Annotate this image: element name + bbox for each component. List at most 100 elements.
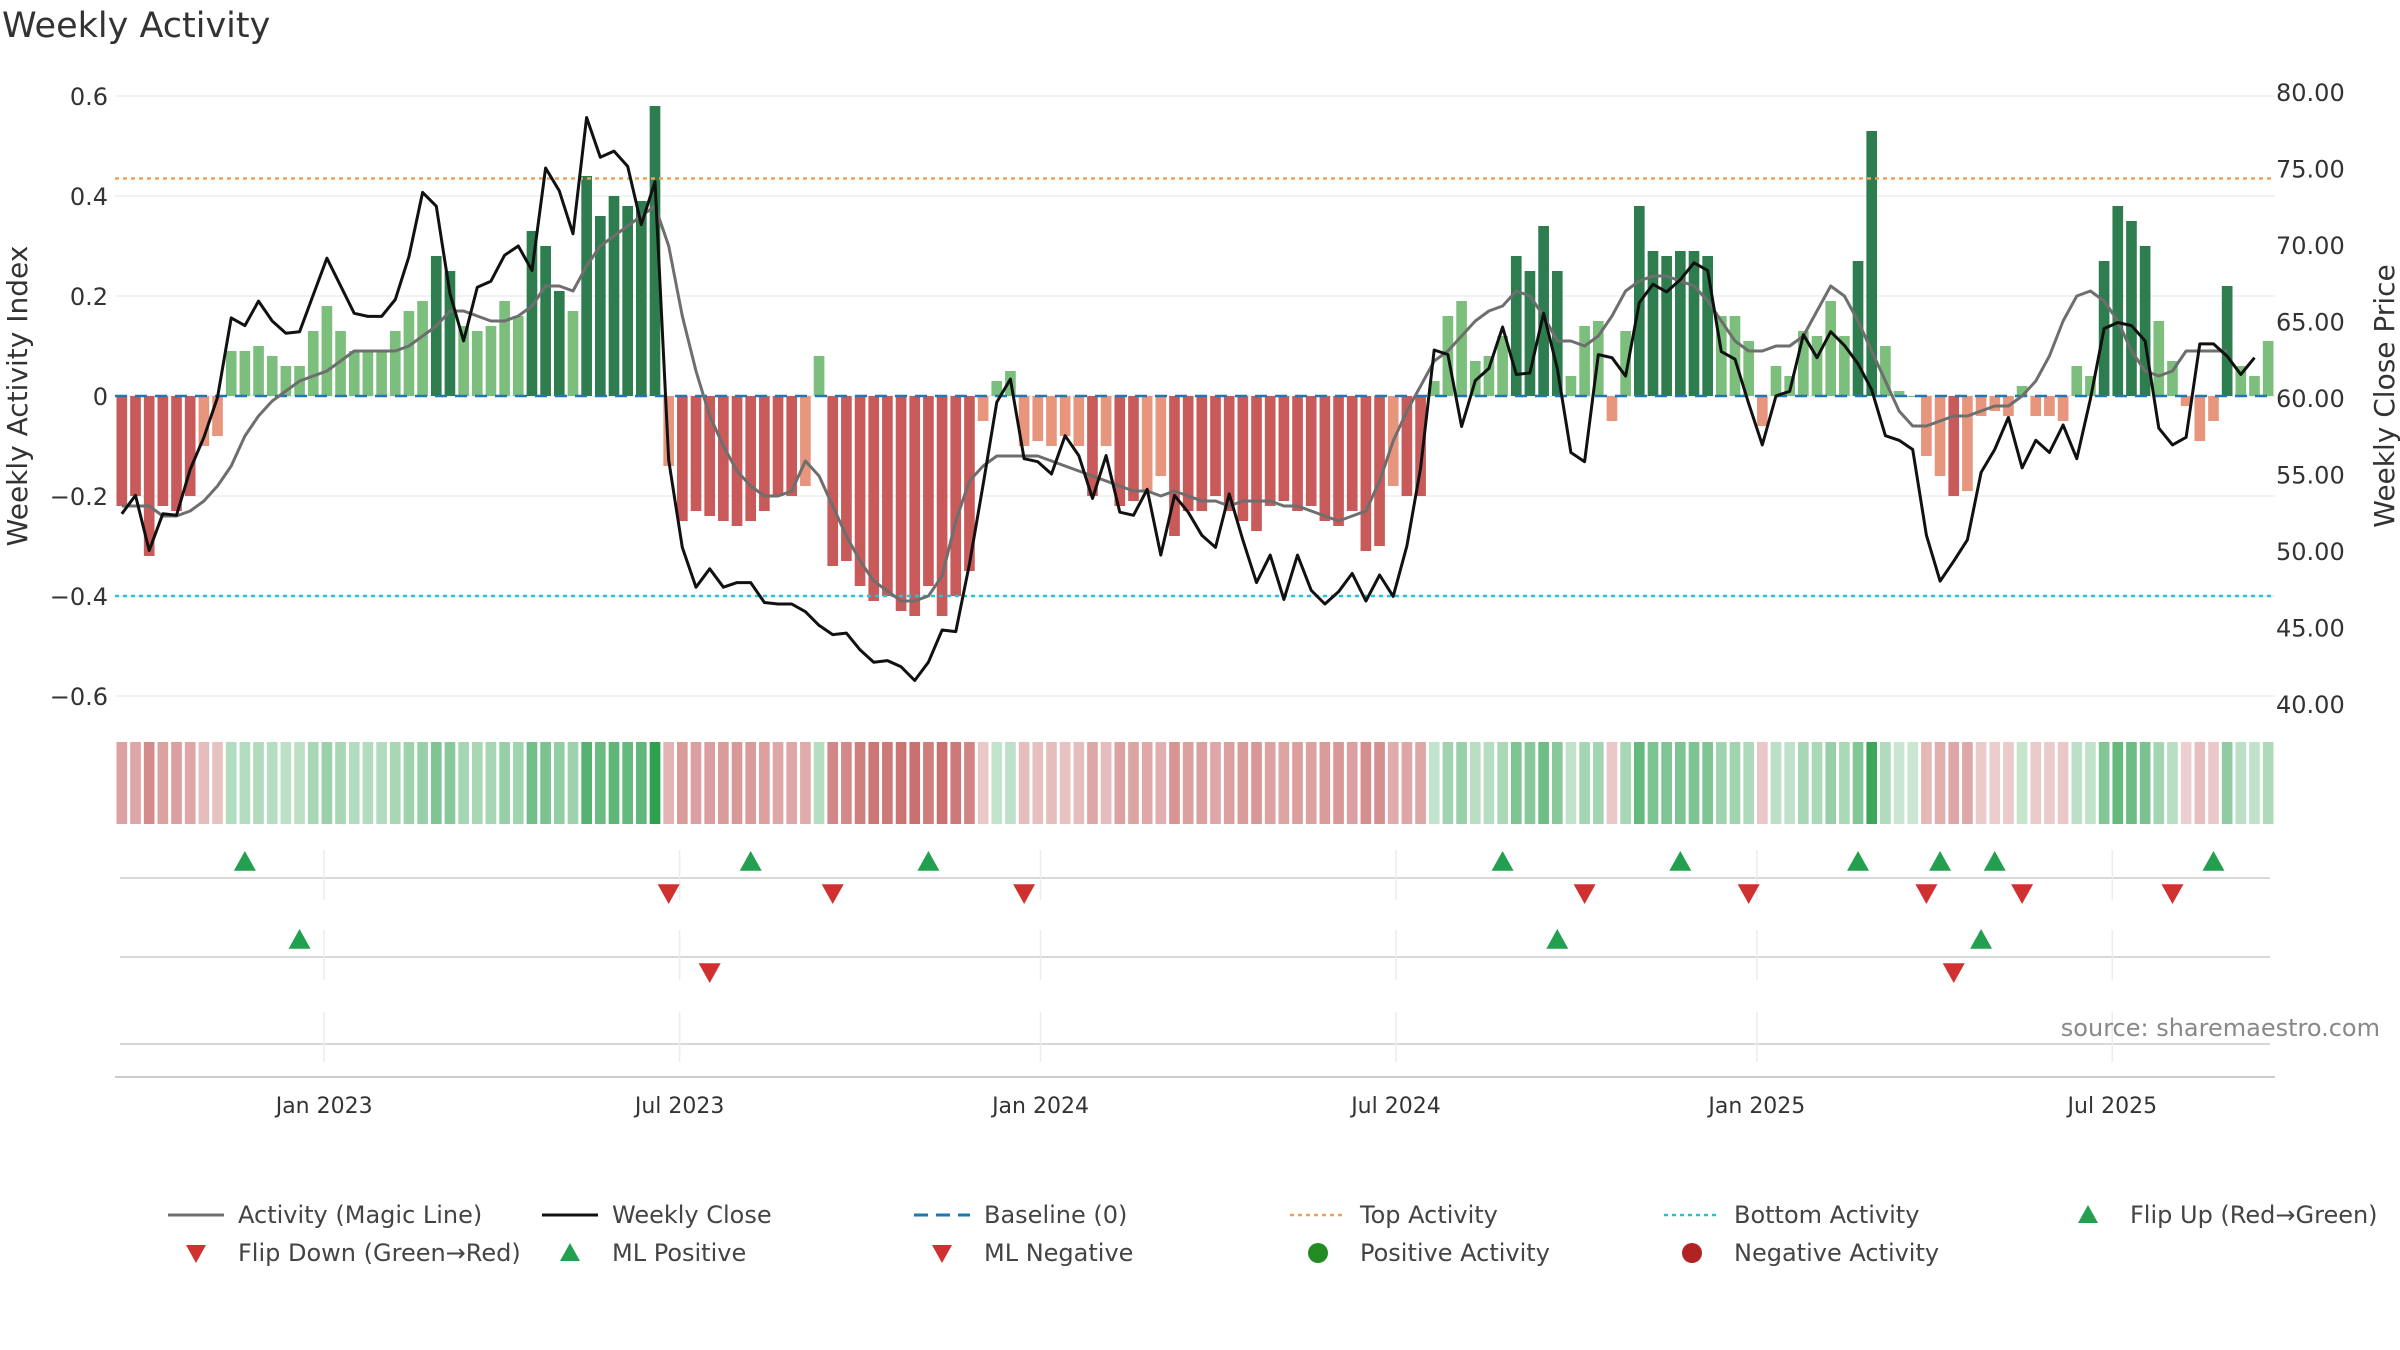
heat-cell [116, 742, 128, 824]
heat-cell [1005, 742, 1016, 824]
activity-bar [1893, 391, 1905, 396]
x-tick-label: Jan 2025 [1706, 1094, 1805, 1119]
heat-cell [2167, 742, 2178, 824]
activity-bar [868, 396, 880, 601]
heat-cell [225, 742, 237, 824]
heat-cell [1921, 742, 1932, 824]
activity-bar [116, 396, 128, 506]
activity-bar [485, 326, 497, 396]
heat-cell [964, 742, 975, 824]
heat-cell [936, 742, 948, 824]
heat-cell [2126, 742, 2137, 824]
heat-cell [171, 742, 182, 824]
heat-cell [417, 742, 428, 824]
activity-bar [1811, 336, 1823, 396]
activity-bar [1934, 396, 1946, 476]
heat-cell [1989, 742, 2001, 824]
activity-bar [718, 396, 729, 521]
heat-cell [403, 742, 415, 824]
y-axis-title: Weekly Activity Index [1, 246, 34, 547]
legend-item: Flip Down (Green→Red) [166, 1233, 521, 1273]
heat-cell [1346, 742, 1358, 824]
heat-cell [1866, 742, 1878, 824]
activity-bar [1579, 326, 1590, 396]
heat-cell [1155, 742, 1167, 824]
line-swatch-icon [542, 1213, 598, 1217]
activity-bar [403, 311, 415, 396]
heat-cell [1880, 742, 1891, 824]
legend-item: Positive Activity [1288, 1233, 1550, 1273]
activity-bar [471, 331, 483, 396]
activity-bar [1374, 396, 1385, 546]
heat-cell [813, 742, 825, 824]
flip-up-marker [233, 851, 256, 871]
legend-label: Negative Activity [1734, 1239, 1940, 1267]
heat-cell [2112, 742, 2124, 824]
tri-down-swatch-icon [186, 1245, 206, 1263]
flip-up-marker [1669, 851, 1692, 871]
heat-cell [1305, 742, 1317, 824]
activity-bar [458, 326, 469, 396]
activity-bar [2044, 396, 2055, 416]
heat-cell [1387, 742, 1399, 824]
activity-bar [977, 396, 989, 421]
heat-cell [895, 742, 907, 824]
activity-bar [1278, 396, 1290, 501]
heat-cell [1087, 742, 1098, 824]
legend-label: Top Activity [1360, 1201, 1498, 1229]
activity-bar [677, 396, 688, 521]
y2-tick-label: 75.00 [2276, 156, 2345, 184]
activity-bar [1469, 361, 1481, 396]
activity-bar [1948, 396, 1960, 496]
activity-bar [307, 331, 319, 396]
legend-item: ML Positive [540, 1233, 746, 1273]
heat-cell [266, 742, 278, 824]
heat-cell [977, 742, 989, 824]
activity-bar [143, 396, 155, 556]
flip-up-marker [1929, 851, 1952, 871]
heat-cell [1018, 742, 1030, 824]
activity-bar [882, 396, 893, 596]
x-tick-label: Jul 2024 [1349, 1094, 1441, 1119]
heat-cell [1442, 742, 1454, 824]
heat-cell [950, 742, 962, 824]
activity-bar [184, 396, 196, 496]
heat-cell [1620, 742, 1631, 824]
activity-bar [225, 351, 237, 396]
activity-bar [2057, 396, 2069, 421]
heat-cell [1702, 742, 1713, 824]
activity-bar [171, 396, 182, 511]
activity-bar [1059, 396, 1071, 436]
x-tick-label: Jul 2025 [2066, 1094, 2158, 1119]
heat-cell [2057, 742, 2069, 824]
activity-bar [1428, 381, 1440, 396]
heat-cell [1264, 742, 1276, 824]
activity-bar [1141, 396, 1153, 491]
heat-cell [800, 742, 811, 824]
heat-cell [2194, 742, 2206, 824]
heat-cell [1360, 742, 1372, 824]
activity-bar [1456, 301, 1467, 396]
heat-cell [1784, 742, 1796, 824]
heat-cell [2098, 742, 2110, 824]
heat-cell [1674, 742, 1686, 824]
heat-cell [253, 742, 264, 824]
heat-cell [1538, 742, 1549, 824]
legend-label: Positive Activity [1360, 1239, 1550, 1267]
y2-axis-title: Weekly Close Price [2368, 264, 2400, 527]
heat-cell [1757, 742, 1768, 824]
activity-bar [1128, 396, 1139, 501]
legend-label: Flip Up (Red→Green) [2130, 1201, 2378, 1229]
heat-cell [1073, 742, 1085, 824]
heat-cell [280, 742, 292, 824]
legend-item: Flip Up (Red→Green) [2058, 1195, 2378, 1235]
activity-bar [1415, 396, 1426, 496]
heat-cell [362, 742, 374, 824]
activity-bar [1114, 396, 1126, 506]
activity-bar [2153, 321, 2165, 396]
heat-cell [1237, 742, 1249, 824]
activity-bar [1046, 396, 1057, 446]
activity-bar [1674, 251, 1686, 396]
heat-cell [1114, 742, 1126, 824]
heat-cell [2235, 742, 2247, 824]
